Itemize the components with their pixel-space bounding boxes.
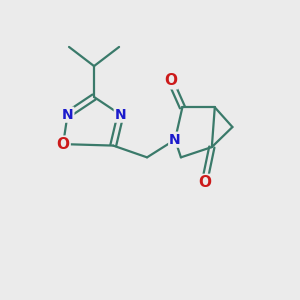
Text: N: N: [62, 108, 74, 122]
Text: N: N: [169, 133, 181, 147]
Text: N: N: [115, 108, 126, 122]
Text: O: O: [198, 175, 211, 190]
Text: O: O: [57, 136, 70, 152]
Text: O: O: [164, 73, 177, 88]
